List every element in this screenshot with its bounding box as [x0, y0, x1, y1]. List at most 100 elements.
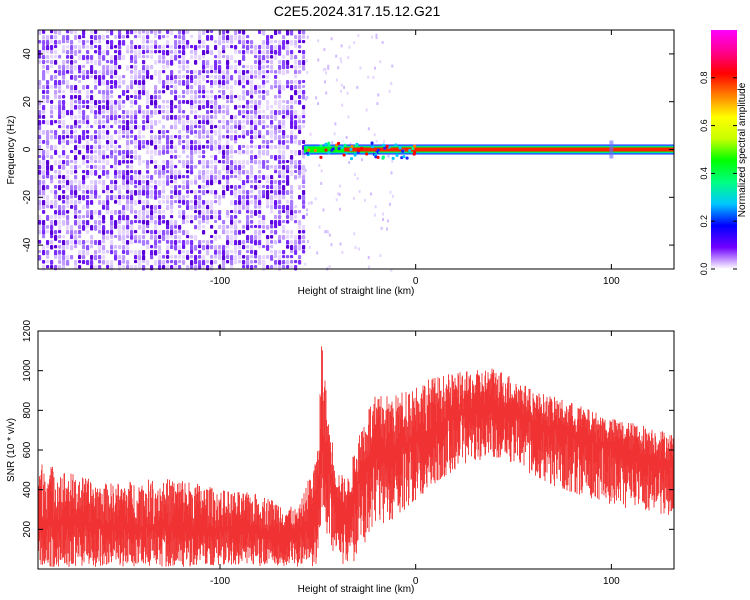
noise-cell	[70, 100, 74, 106]
noise-cell	[230, 185, 234, 189]
noise-cell	[82, 70, 86, 76]
noise-cell	[174, 240, 178, 245]
noise-cell	[110, 60, 114, 64]
noise-cell	[66, 255, 70, 260]
noise-cell	[282, 140, 286, 145]
noise-cell	[74, 30, 78, 35]
noise-cell	[38, 125, 42, 131]
noise-cell	[202, 125, 206, 131]
noise-cell	[222, 105, 226, 109]
noise-cell	[78, 165, 82, 169]
noise-cell	[182, 145, 186, 150]
noise-cell	[134, 215, 138, 219]
noise-cell	[182, 200, 186, 205]
spectrogram-y-axis-label: Frequency (Hz)	[6, 116, 17, 185]
noise-cell	[230, 260, 234, 266]
noise-cell	[98, 50, 102, 56]
noise-cell	[246, 105, 250, 109]
noise-cell	[150, 185, 154, 189]
noise-cell	[246, 45, 250, 51]
noise-cell	[198, 215, 202, 219]
noise-cell	[238, 250, 242, 256]
noise-cell	[118, 55, 122, 61]
noise-cell	[198, 250, 202, 255]
noise-cell	[154, 100, 158, 106]
noise-cell	[242, 30, 246, 35]
noise-cell	[154, 185, 158, 190]
noise-cell	[162, 130, 166, 135]
noise-cell	[262, 245, 266, 249]
noise-cell	[258, 230, 262, 236]
noise-cell	[114, 195, 118, 200]
noise-cell	[278, 105, 282, 109]
noise-cell	[54, 90, 58, 95]
noise-cell	[134, 35, 138, 39]
noise-cell	[234, 105, 238, 110]
noise-cell	[206, 115, 210, 121]
noise-cell	[74, 135, 78, 141]
noise-cell	[290, 105, 294, 110]
noise-cell	[78, 35, 82, 40]
noise-cell	[38, 120, 42, 126]
noise-cell	[182, 140, 186, 144]
noise-cell	[294, 210, 298, 214]
noise-cell	[170, 220, 174, 226]
noise-cell	[198, 240, 202, 246]
noise-cell	[371, 35, 374, 39]
noise-cell	[218, 255, 222, 260]
noise-cell	[134, 95, 138, 100]
noise-cell	[210, 110, 214, 114]
noise-cell	[166, 100, 170, 104]
signal-cell	[305, 146, 309, 150]
noise-cell	[194, 150, 198, 155]
noise-cell	[54, 250, 58, 256]
noise-cell	[42, 235, 46, 239]
noise-cell	[98, 120, 102, 125]
noise-cell	[78, 90, 82, 94]
noise-cell	[290, 130, 294, 136]
noise-cell	[230, 90, 234, 96]
noise-cell	[186, 65, 190, 69]
noise-cell	[82, 155, 86, 160]
signal-cell	[324, 142, 328, 146]
noise-cell	[86, 245, 90, 251]
noise-cell	[294, 125, 298, 130]
noise-cell	[70, 95, 74, 100]
noise-cell	[98, 80, 102, 86]
noise-cell	[389, 190, 392, 194]
noise-cell	[250, 100, 254, 104]
noise-cell	[106, 60, 110, 64]
noise-cell	[190, 245, 194, 251]
signal-cell	[383, 146, 387, 150]
noise-cell	[210, 160, 214, 165]
noise-cell	[190, 130, 194, 135]
noise-cell	[356, 177, 359, 181]
noise-cell	[250, 150, 254, 154]
noise-cell	[238, 170, 242, 175]
noise-cell	[174, 220, 178, 226]
spectrogram-y-tick-label: 20	[22, 96, 33, 108]
noise-cell	[230, 165, 234, 171]
noise-cell	[298, 240, 302, 245]
noise-cell	[74, 175, 78, 180]
noise-cell	[50, 65, 54, 69]
noise-cell	[118, 135, 122, 140]
noise-cell	[214, 145, 218, 151]
noise-cell	[42, 210, 46, 214]
noise-cell	[242, 160, 246, 165]
noise-cell	[46, 170, 50, 176]
noise-cell	[218, 70, 222, 74]
noise-cell	[210, 200, 214, 206]
noise-cell	[126, 200, 130, 205]
noise-cell	[194, 50, 198, 56]
noise-cell	[134, 55, 138, 61]
noise-cell	[190, 150, 194, 156]
noise-cell	[46, 155, 50, 158]
noise-cell	[206, 170, 210, 175]
noise-cell	[134, 255, 138, 260]
noise-cell	[70, 200, 74, 205]
noise-cell	[150, 235, 154, 240]
noise-cell	[42, 195, 46, 200]
noise-cell	[82, 35, 86, 39]
noise-cell	[102, 80, 106, 86]
